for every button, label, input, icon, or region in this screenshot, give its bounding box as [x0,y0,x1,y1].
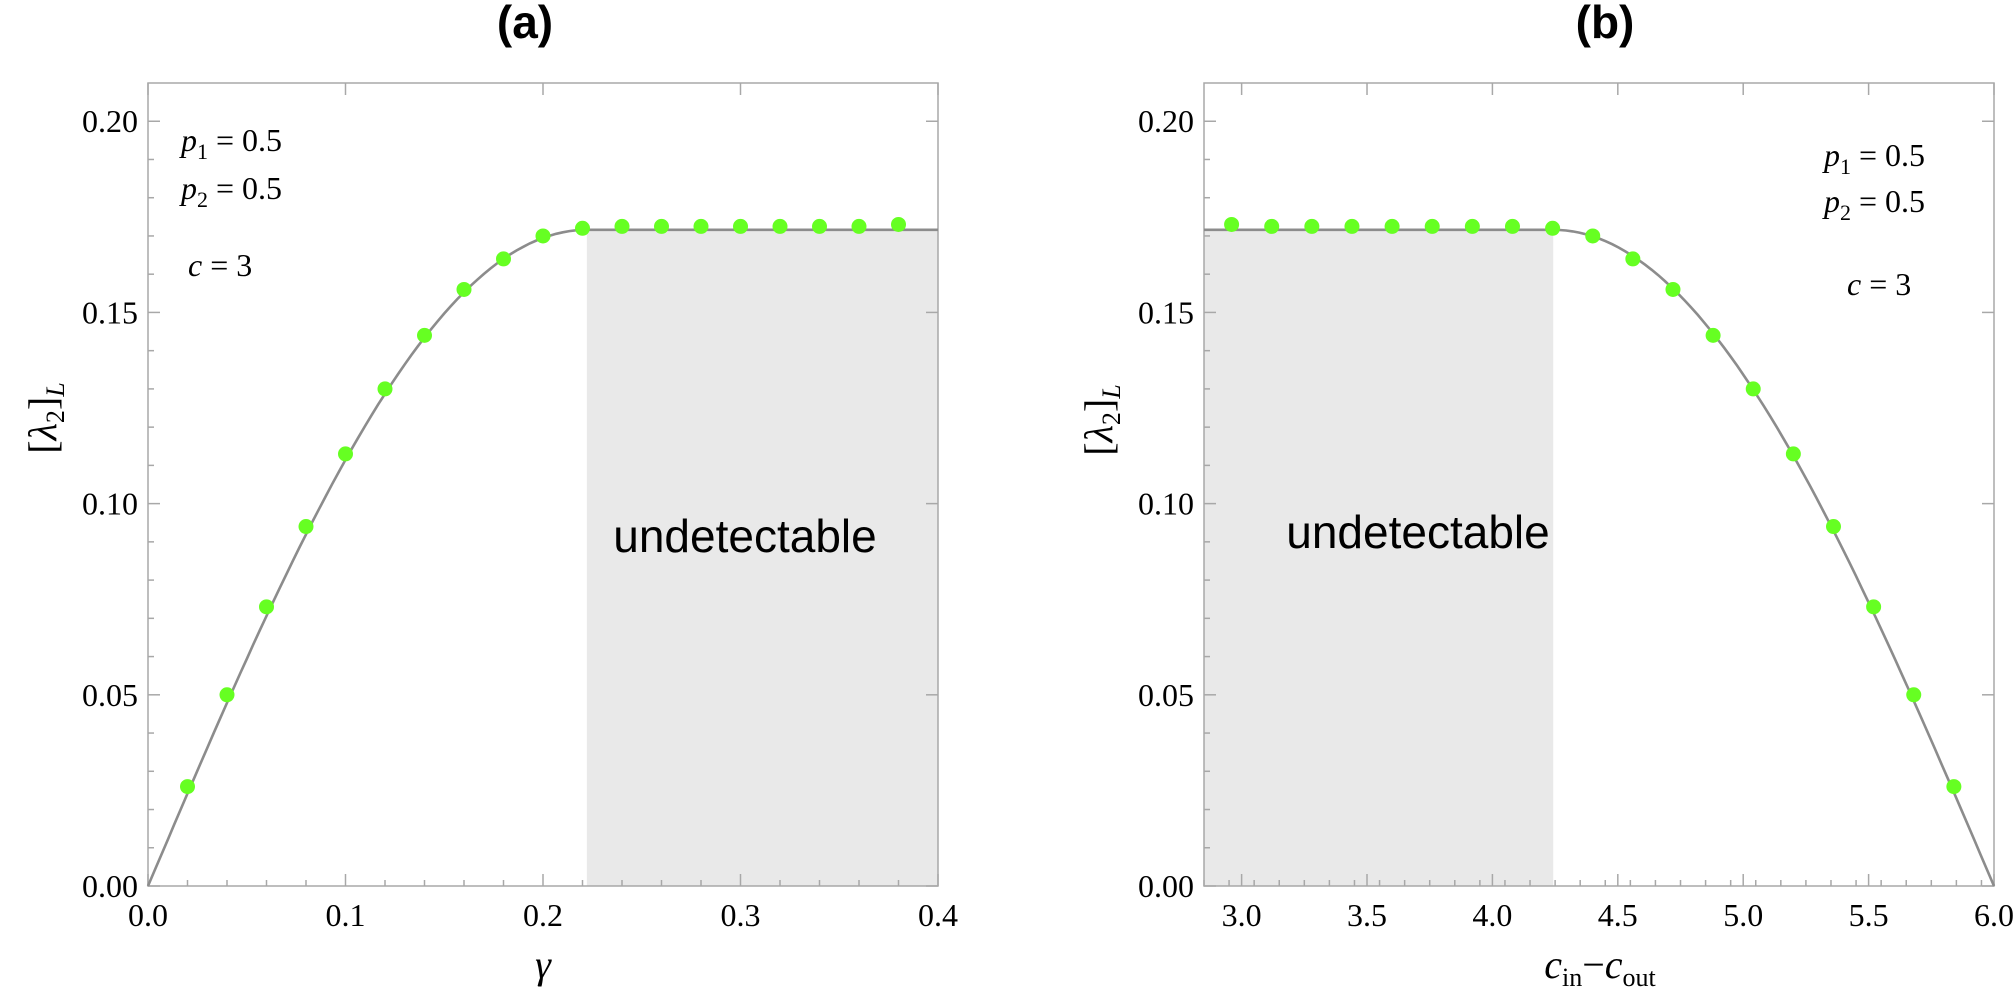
y-tick-label: 0.20 [1138,103,1194,139]
data-point [693,218,709,234]
data-point [1745,381,1761,397]
x-tick-label: 0.3 [721,897,761,933]
data-point [1665,281,1681,297]
data-point [733,218,748,234]
undetectable-region [586,229,938,886]
y-tick-label: 0.05 [1138,677,1194,713]
data-point [614,218,630,234]
x-axis-label: γ [535,942,552,987]
data-point [1545,220,1561,236]
y-tick-label: 0.00 [82,868,138,904]
data-point [1625,251,1641,267]
data-point [1946,779,1962,795]
data-point [338,446,353,462]
x-ticks: 0.0 0.1 0.2 0.3 0.4 [128,83,958,933]
annotation-c: c = 3 [188,247,252,283]
data-point [1504,218,1520,234]
y-ticks: 0.00 0.05 0.10 0.15 0.20 [82,103,938,904]
x-tick-label: 5.5 [1849,897,1889,933]
y-tick-label: 0.00 [1138,868,1194,904]
y-tick-label: 0.05 [82,677,138,713]
data-point [180,779,195,795]
annotation-c: c = 3 [1847,266,1911,302]
data-point [851,218,867,234]
y-tick-label: 0.20 [82,103,138,139]
y-axis-label: [λ2]L [20,382,70,453]
data-point [1384,218,1400,234]
data-points [180,216,906,795]
y-tick-label: 0.15 [1138,294,1194,330]
x-tick-label: 0.2 [523,897,563,933]
data-point [219,687,235,703]
panel-title: (a) [497,0,553,48]
region-label: undetectable [613,510,876,562]
region-label: undetectable [1286,506,1549,558]
data-point [417,327,432,343]
annotation-p1: p1 = 0.5 [179,122,282,164]
undetectable-region [1204,229,1554,886]
x-axis-label: cin−cout [1544,942,1656,988]
data-point [1304,218,1320,234]
x-tick-label: 0.4 [918,897,958,933]
panel-b: (b) 3.0 3.5 4.0 4.5 5.0 5.5 6.0 0.000.050.100.… [1076,0,2014,988]
annotation-p1: p1 = 0.5 [1822,137,1925,179]
data-point [812,218,827,234]
data-point [654,218,669,234]
data-point [575,220,590,236]
data-point [1344,218,1360,234]
y-ticks: 0.00 0.05 0.10 0.15 0.20 [1138,103,1994,904]
data-point [1585,228,1601,244]
panel-a: (a) 0.0 0.1 0.2 0.3 0.4 0.00 0.05 0.10 0.15 0.20… [20,0,958,987]
data-point [1464,218,1480,234]
data-point [535,228,551,244]
annotation-p2: p2 = 0.5 [179,170,282,212]
data-point [298,519,314,535]
data-point [456,281,472,297]
x-tick-label: 4.5 [1598,897,1638,933]
x-tick-label: 3.0 [1222,897,1262,933]
x-ticks: 3.0 3.5 4.0 4.5 5.0 5.5 6.0 [1203,83,2014,933]
y-tick-label: 0.15 [82,294,138,330]
data-point [1866,599,1882,615]
data-point [496,251,511,267]
x-tick-label: 0.1 [326,897,366,933]
panel-title: (b) [1576,0,1635,48]
data-point [772,218,788,234]
data-point [1224,216,1240,232]
plot-area: 3.0 3.5 4.0 4.5 5.0 5.5 6.0 0.000.050.100.150.… [1138,82,2014,933]
x-tick-label: 4.0 [1472,897,1512,933]
y-axis-label: [λ2]L [1076,384,1126,455]
data-point [1825,519,1841,535]
plot-area: 0.0 0.1 0.2 0.3 0.4 0.00 0.05 0.10 0.15 0.20 [82,82,958,933]
data-point [1424,218,1440,234]
data-points [1224,216,1962,795]
plot-frame [1203,82,1995,887]
data-point [891,216,906,232]
data-point [1705,327,1721,343]
y-tick-label: 0.10 [1138,486,1194,522]
x-tick-label: 3.5 [1347,897,1387,933]
y-tick-label: 0.10 [82,486,138,522]
data-point [259,599,274,615]
x-tick-label: 0.0 [128,897,168,933]
data-point [1785,446,1801,462]
x-tick-label: 5.0 [1723,897,1763,933]
data-point [1264,218,1280,234]
x-tick-label: 6.0 [1974,897,2014,933]
data-point [1906,687,1922,703]
annotation-p2: p2 = 0.5 [1822,183,1925,225]
data-point [377,381,393,397]
